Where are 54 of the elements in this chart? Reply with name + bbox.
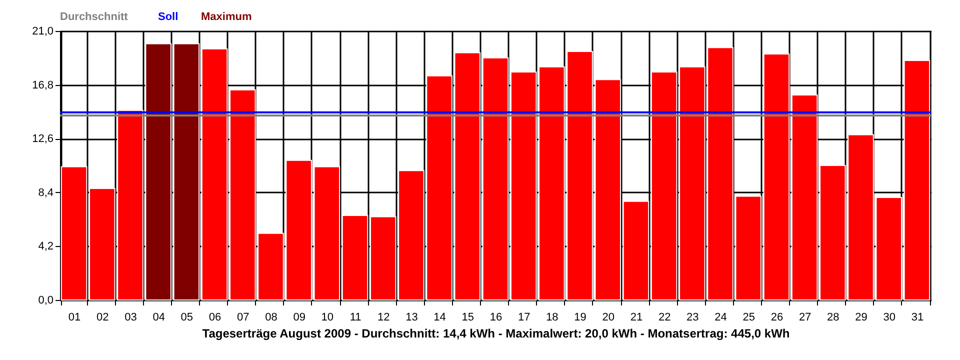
x-tick-label: 09 xyxy=(293,312,306,324)
bar xyxy=(314,166,340,300)
x-tick-label: 23 xyxy=(686,312,699,324)
y-tick-label: 12,6 xyxy=(32,133,54,146)
bar xyxy=(342,214,368,300)
ref-line-label: Durchschnitt xyxy=(60,11,128,23)
bar xyxy=(763,54,790,300)
bar xyxy=(482,57,509,300)
x-tick-label: 07 xyxy=(237,312,250,324)
x-tick-label: 05 xyxy=(180,312,194,324)
bar xyxy=(650,71,678,300)
ref-line-label: Soll xyxy=(158,11,178,23)
x-tick-label: 06 xyxy=(208,312,222,324)
y-tick-label: 21,0 xyxy=(32,26,54,38)
x-tick-label: 10 xyxy=(321,312,334,324)
x-axis-title: Tageserträge August 2009 - Durchschnitt: 14,4 kWh - Maximalwert: 20,0 kWh - Monatsertrag: 445,0 kWh xyxy=(202,326,790,340)
x-tick-label: 19 xyxy=(574,312,586,324)
y-tick-label: 8,4 xyxy=(38,186,54,199)
x-tick-label: 30 xyxy=(883,312,896,324)
x-tick-label: 17 xyxy=(518,312,530,324)
x-tick-label: 25 xyxy=(742,312,755,324)
bar xyxy=(173,43,200,300)
x-tick-label: 15 xyxy=(462,312,474,324)
x-tick-label: 21 xyxy=(630,312,643,324)
x-tick-label: 13 xyxy=(406,312,418,324)
x-tick-label: 27 xyxy=(798,312,812,324)
bar xyxy=(60,166,88,300)
bar xyxy=(904,60,930,300)
x-tick-label: 12 xyxy=(377,312,390,324)
bar xyxy=(510,71,537,300)
x-tick-label: 16 xyxy=(490,312,502,324)
x-tick-label: 26 xyxy=(770,312,784,324)
y-tick-label: 0,0 xyxy=(38,294,54,306)
x-tick-label: 11 xyxy=(350,312,362,324)
x-tick-label: 28 xyxy=(827,312,840,324)
y-tick-label: 4,2 xyxy=(38,240,54,253)
x-tick-label: 02 xyxy=(96,312,109,324)
bar xyxy=(791,94,818,300)
bar xyxy=(454,52,481,300)
bar xyxy=(201,48,228,300)
x-tick-label: 08 xyxy=(265,312,278,324)
bar xyxy=(622,200,650,300)
y-tick-label: 16,8 xyxy=(32,79,54,92)
series-label: Maximum xyxy=(201,11,252,23)
x-tick-label: 22 xyxy=(658,312,671,324)
x-tick-label: 18 xyxy=(546,312,558,324)
x-tick-label: 01 xyxy=(68,312,81,324)
x-tick-label: 24 xyxy=(714,312,727,324)
x-tick-label: 03 xyxy=(124,312,137,324)
x-tick-label: 04 xyxy=(152,312,165,324)
x-tick-label: 14 xyxy=(434,312,446,324)
x-tick-label: 31 xyxy=(911,312,924,324)
x-tick-label: 20 xyxy=(602,312,615,324)
x-tick-label: 29 xyxy=(855,312,868,324)
